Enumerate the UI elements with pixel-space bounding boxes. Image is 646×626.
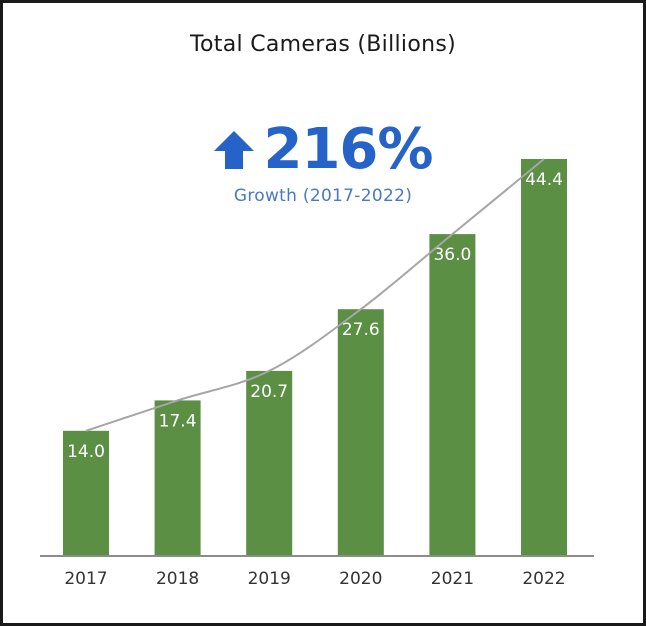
bar-2018	[154, 400, 201, 556]
bar-2022	[521, 159, 567, 556]
x-tick-label: 2017	[64, 569, 107, 589]
x-tick-label: 2019	[248, 569, 291, 589]
bar-value-label: 14.0	[67, 442, 105, 462]
bar-2020	[337, 309, 384, 556]
bar-value-label: 20.7	[250, 382, 288, 402]
bar-value-label: 36.0	[433, 245, 471, 265]
bar-2019	[246, 370, 293, 556]
x-tick-label: 2021	[431, 569, 474, 589]
bar-2021	[429, 234, 476, 557]
bar-value-label: 27.6	[342, 320, 380, 340]
growth-caption: Growth (2017-2022)	[233, 186, 413, 206]
bar-value-label: 17.4	[159, 411, 197, 431]
x-tick-label: 2022	[522, 569, 565, 589]
x-tick-label: 2020	[339, 569, 382, 589]
chart-title: Total Cameras (Billions)	[190, 32, 456, 57]
bar-2017	[63, 430, 109, 556]
bar-value-label: 44.4	[525, 170, 563, 190]
x-tick-label: 2018	[156, 569, 199, 589]
up-arrow-icon	[214, 131, 255, 169]
growth-percentage: 216%	[263, 117, 433, 182]
growth-callout: 216% Growth (2017-2022)	[0, 118, 646, 206]
trendline	[85, 158, 545, 432]
